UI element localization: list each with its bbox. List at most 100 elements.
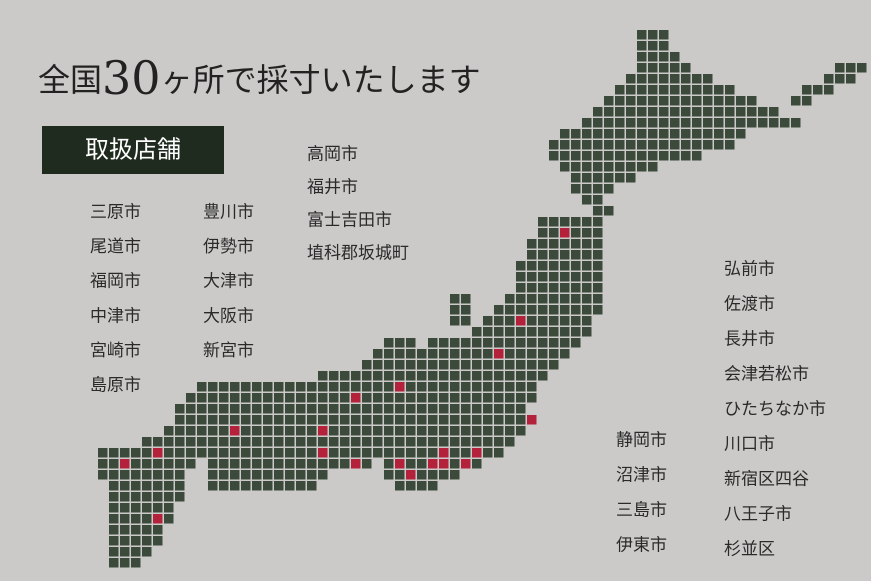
map-cell [241, 437, 251, 447]
map-cell [494, 426, 504, 436]
map-cell [560, 327, 570, 337]
map-cell [329, 404, 339, 414]
map-cell [142, 514, 152, 524]
map-cell [406, 371, 416, 381]
map-cell [472, 415, 482, 425]
map-cell [175, 470, 185, 480]
map-cell [549, 272, 559, 282]
map-cell [483, 360, 493, 370]
map-cell [142, 492, 152, 502]
store-name: 静岡市 [616, 431, 667, 451]
map-cell [450, 371, 460, 381]
map-cell [384, 459, 394, 469]
map-cell [670, 63, 680, 73]
map-cell [241, 393, 251, 403]
map-cell [406, 382, 416, 392]
map-cell [450, 459, 460, 469]
store-cell [153, 514, 163, 524]
map-cell [175, 459, 185, 469]
map-cell [483, 426, 493, 436]
map-cell [527, 338, 537, 348]
map-cell [670, 96, 680, 106]
map-cell [494, 393, 504, 403]
map-cell [351, 426, 361, 436]
map-cell [483, 404, 493, 414]
map-cell [549, 283, 559, 293]
map-cell [692, 118, 702, 128]
map-cell [582, 118, 592, 128]
map-cell [648, 162, 658, 172]
map-cell [208, 481, 218, 491]
map-cell [835, 74, 845, 84]
map-cell [538, 305, 548, 315]
map-cell [142, 448, 152, 458]
store-name: 福岡市 [90, 272, 141, 292]
map-cell [131, 481, 141, 491]
map-cell [120, 481, 130, 491]
map-cell [351, 382, 361, 392]
store-cell [439, 448, 449, 458]
map-cell [560, 283, 570, 293]
map-cell [549, 294, 559, 304]
store-name: 高岡市 [307, 145, 358, 165]
badge: 取扱店舗 [85, 136, 181, 164]
map-cell [516, 404, 526, 414]
map-cell [571, 272, 581, 282]
map-cell [307, 481, 317, 491]
map-cell [296, 470, 306, 480]
map-cell [593, 239, 603, 249]
map-cell [263, 481, 273, 491]
map-cell [505, 382, 515, 392]
map-cell [692, 140, 702, 150]
map-cell [241, 382, 251, 392]
store-name: 宮崎市 [90, 341, 141, 361]
map-cell [450, 338, 460, 348]
map-cell [274, 382, 284, 392]
map-cell [560, 162, 570, 172]
map-cell [450, 470, 460, 480]
map-cell [505, 426, 515, 436]
map-cell [109, 536, 119, 546]
map-cell [329, 459, 339, 469]
map-cell [131, 547, 141, 557]
map-cell [175, 426, 185, 436]
map-cell [516, 283, 526, 293]
map-cell [659, 63, 669, 73]
map-cell [527, 305, 537, 315]
map-cell [417, 481, 427, 491]
map-cell [461, 404, 471, 414]
map-cell [241, 459, 251, 469]
map-cell [208, 448, 218, 458]
map-cell [637, 107, 647, 117]
map-cell [670, 151, 680, 161]
map-cell [142, 547, 152, 557]
map-cell [582, 250, 592, 260]
map-cell [681, 96, 691, 106]
map-cell [593, 272, 603, 282]
map-cell [461, 349, 471, 359]
map-cell [725, 85, 735, 95]
map-cell [296, 415, 306, 425]
map-cell [615, 173, 625, 183]
map-cell [351, 448, 361, 458]
map-cell [549, 239, 559, 249]
map-cell [296, 459, 306, 469]
map-cell [681, 107, 691, 117]
map-cell [373, 349, 383, 359]
map-cell [186, 448, 196, 458]
map-cell [571, 151, 581, 161]
map-cell [670, 129, 680, 139]
map-cell [571, 261, 581, 271]
map-cell [637, 63, 647, 73]
map-cell [494, 316, 504, 326]
map-cell [505, 327, 515, 337]
map-cell [263, 470, 273, 480]
map-cell [109, 514, 119, 524]
store-name: 豊川市 [203, 203, 254, 223]
map-cell [637, 118, 647, 128]
map-cell [593, 294, 603, 304]
map-cell [472, 393, 482, 403]
map-cell [384, 415, 394, 425]
map-cell [582, 272, 592, 282]
map-cell [241, 470, 251, 480]
